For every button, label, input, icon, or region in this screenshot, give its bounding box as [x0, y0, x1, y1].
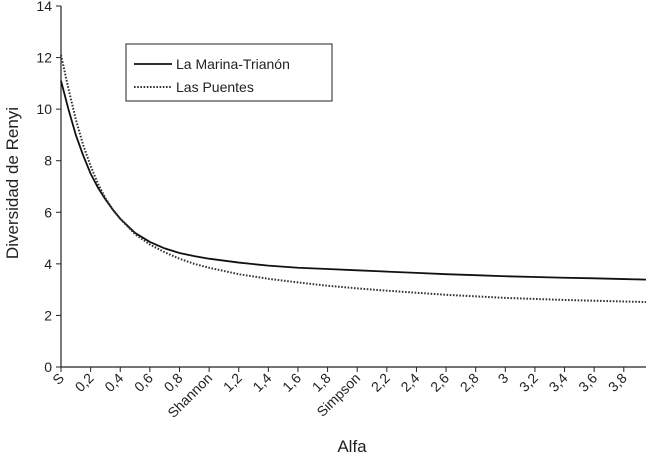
x-axis-title: Alfa	[337, 437, 367, 456]
axes	[60, 6, 646, 368]
x-tick-label: 1,4	[249, 370, 274, 395]
y-tick-label: 6	[44, 204, 52, 220]
y-tick-label: 2	[44, 307, 52, 323]
x-tick-label: 2,8	[457, 370, 482, 395]
y-tick-label: 0	[44, 359, 52, 375]
x-tick-label: 1,2	[220, 370, 245, 395]
legend-label-las-puentes: Las Puentes	[176, 79, 254, 95]
x-tick-label: 3,2	[516, 370, 541, 395]
legend-label-la-marina-trianon: La Marina-Trianón	[176, 56, 290, 72]
y-tick-label: 10	[36, 101, 52, 117]
x-tick-label: 3,6	[575, 370, 600, 395]
series-layer	[60, 54, 647, 304]
x-tick-label: 1,6	[279, 370, 304, 395]
y-tick-label: 14	[36, 0, 52, 14]
x-tick-label: 2,4	[397, 370, 422, 395]
x-tick-label: 2,2	[368, 370, 393, 395]
x-tick-label: 0,6	[131, 370, 156, 395]
y-axis-title: Diversidad de Renyi	[3, 107, 22, 259]
series-line-la-marina-trianon	[60, 80, 647, 281]
x-tick-label: 2,6	[427, 370, 452, 395]
x-tick-label: 0,2	[72, 370, 97, 395]
y-tick-label: 8	[44, 153, 52, 169]
x-tick-label: 0,4	[101, 370, 126, 395]
legend-box	[125, 43, 333, 102]
x-tick-label: 3,8	[605, 370, 630, 395]
legend: La Marina-Trianón Las Puentes	[125, 43, 333, 102]
y-tick-label: 12	[36, 50, 52, 66]
y-tick-label: 4	[44, 256, 52, 272]
x-tick-label: S	[49, 370, 67, 388]
x-tick-label: 3,4	[546, 370, 571, 395]
x-tick-label: 3	[495, 370, 512, 387]
